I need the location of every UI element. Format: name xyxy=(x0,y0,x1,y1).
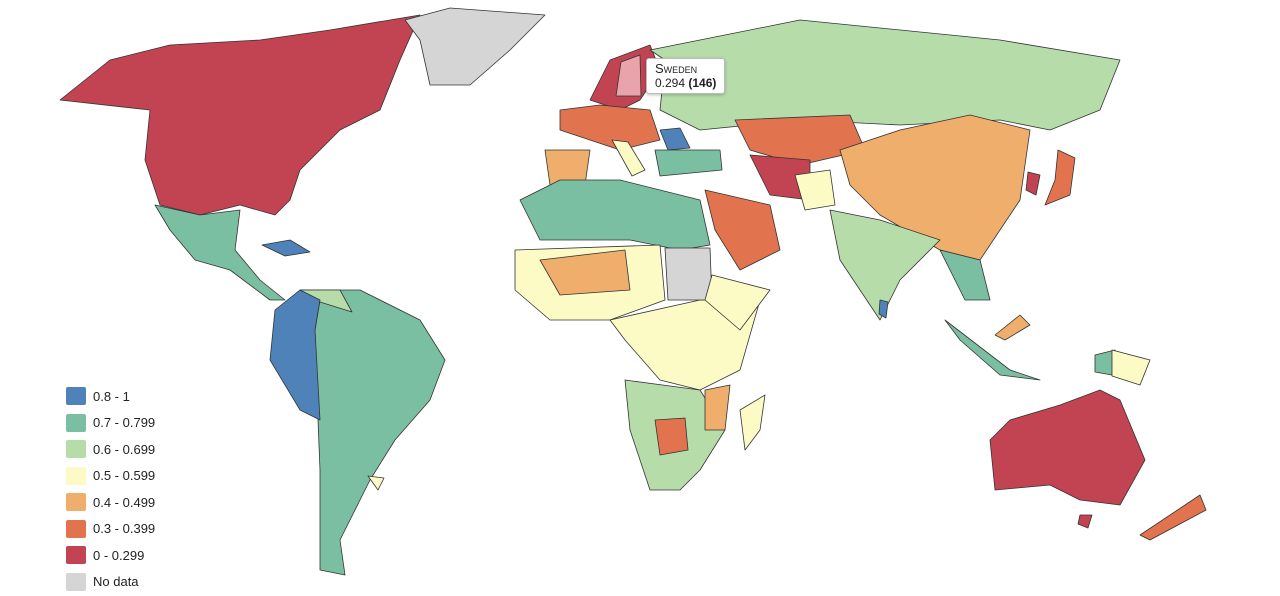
legend-item[interactable]: No data xyxy=(66,569,155,596)
country[interactable] xyxy=(1025,171,1041,196)
country[interactable] xyxy=(261,239,311,257)
country[interactable] xyxy=(739,394,766,451)
country[interactable] xyxy=(1111,349,1151,386)
country[interactable] xyxy=(59,14,421,216)
tooltip-name: Sweden xyxy=(655,61,698,76)
legend-item[interactable]: 0.7 - 0.799 xyxy=(66,410,155,437)
tooltip: Sweden 0.294 (146) xyxy=(646,58,726,94)
country[interactable] xyxy=(1139,494,1207,541)
legend-swatch xyxy=(66,546,86,565)
country[interactable] xyxy=(704,384,731,431)
legend-label: 0.8 - 1 xyxy=(93,388,130,404)
country[interactable] xyxy=(659,127,691,151)
country[interactable] xyxy=(839,114,1031,261)
legend-label: 0.3 - 0.399 xyxy=(93,521,156,537)
highlighted-country[interactable] xyxy=(615,54,642,97)
country[interactable] xyxy=(367,475,385,491)
country[interactable] xyxy=(269,289,321,421)
country[interactable] xyxy=(1077,514,1093,529)
legend-swatch xyxy=(66,466,86,485)
legend-swatch xyxy=(66,413,86,432)
legend-item[interactable]: 0.5 - 0.599 xyxy=(66,463,155,490)
legend-label: 0.6 - 0.699 xyxy=(93,441,156,457)
tooltip-line: 0.294 (146) xyxy=(655,76,716,90)
country[interactable] xyxy=(734,114,866,166)
legend-swatch xyxy=(66,387,86,406)
legend-swatch xyxy=(66,519,86,538)
legend-label: 0.7 - 0.799 xyxy=(93,415,156,431)
legend: 0.8 - 1 0.7 - 0.799 0.6 - 0.699 0.5 - 0.599… xyxy=(66,383,155,595)
country[interactable] xyxy=(704,274,771,331)
legend-item[interactable]: 0.8 - 1 xyxy=(66,383,155,410)
country[interactable] xyxy=(878,299,889,319)
legend-label: 0.5 - 0.599 xyxy=(93,468,156,484)
country[interactable] xyxy=(654,417,689,456)
country[interactable] xyxy=(611,139,646,177)
country[interactable] xyxy=(664,247,713,301)
legend-label: 0.4 - 0.499 xyxy=(93,494,156,510)
country[interactable] xyxy=(939,249,991,301)
country[interactable] xyxy=(704,189,781,271)
country[interactable] xyxy=(944,319,1041,381)
legend-item[interactable]: 0 - 0.299 xyxy=(66,542,155,569)
country[interactable] xyxy=(829,209,941,321)
country[interactable] xyxy=(994,314,1031,341)
country[interactable] xyxy=(404,7,546,86)
country[interactable] xyxy=(299,289,446,576)
legend-label: 0 - 0.299 xyxy=(93,547,145,563)
legend-swatch xyxy=(66,493,86,512)
country[interactable] xyxy=(154,204,286,301)
tooltip-value: 0.294 xyxy=(655,76,686,90)
country[interactable] xyxy=(559,104,661,151)
legend-swatch xyxy=(66,440,86,459)
country[interactable] xyxy=(794,169,836,211)
country[interactable] xyxy=(654,149,723,177)
tooltip-rank: (146) xyxy=(688,76,717,90)
legend-item[interactable]: 0.3 - 0.399 xyxy=(66,516,155,543)
country[interactable] xyxy=(649,19,1121,131)
legend-swatch xyxy=(66,572,86,591)
country[interactable] xyxy=(519,179,711,251)
country[interactable] xyxy=(1044,149,1076,206)
legend-item[interactable]: 0.4 - 0.499 xyxy=(66,489,155,516)
legend-item[interactable]: 0.6 - 0.699 xyxy=(66,436,155,463)
legend-label: No data xyxy=(93,574,139,590)
country[interactable] xyxy=(989,389,1146,506)
country[interactable] xyxy=(539,249,631,296)
